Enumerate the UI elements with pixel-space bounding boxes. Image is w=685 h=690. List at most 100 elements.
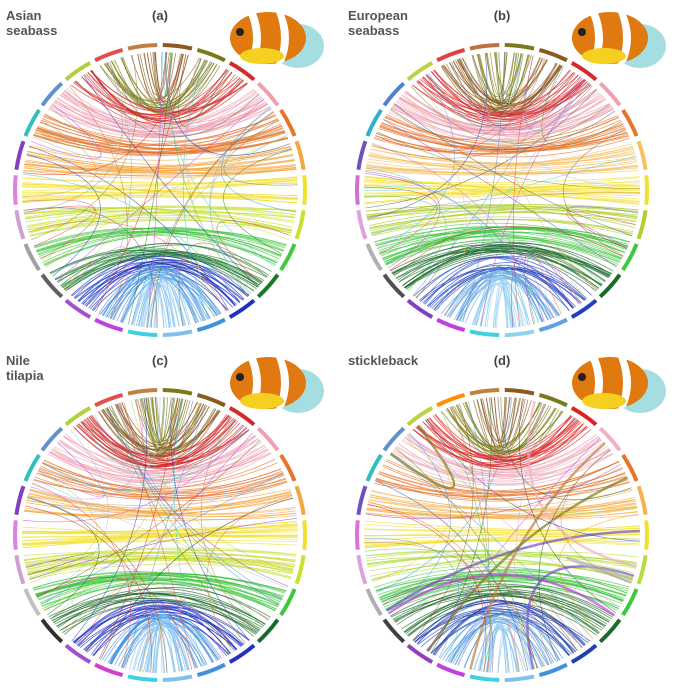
panel-label: (a): [152, 8, 168, 23]
chord: [57, 94, 260, 134]
chord: [28, 491, 292, 509]
chord: [43, 233, 284, 265]
chromosome-segment: [636, 140, 648, 171]
chord: [24, 207, 292, 232]
chord: [170, 397, 250, 641]
fish-icon: [230, 12, 324, 68]
chord: [415, 257, 570, 311]
chromosome-segment: [504, 329, 535, 337]
chord: [197, 225, 289, 318]
chord: [50, 402, 200, 619]
chord: [88, 416, 245, 469]
chord: [387, 573, 616, 617]
chord: [430, 71, 587, 115]
chromosome-segment: [382, 81, 406, 107]
chromosome-segment: [436, 392, 466, 408]
chord: [120, 57, 209, 105]
chromosome-segment: [365, 108, 383, 137]
chord: [558, 513, 639, 633]
chord: [480, 282, 520, 328]
chord: [484, 273, 514, 328]
chord: [392, 588, 611, 622]
chord: [50, 583, 270, 621]
chord: [50, 592, 260, 632]
chord: [451, 61, 582, 130]
chord: [378, 568, 629, 598]
chord: [486, 52, 508, 96]
chord: [456, 268, 540, 324]
chord: [162, 52, 276, 267]
chord: [27, 496, 168, 673]
chord: [366, 206, 639, 218]
chord: [513, 55, 534, 327]
chord: [27, 488, 291, 506]
chromosome-segment: [382, 618, 406, 644]
chord: [45, 233, 108, 290]
chord: [472, 53, 522, 98]
chord: [145, 397, 166, 452]
chord: [58, 440, 269, 482]
chromosome-segment: [294, 209, 306, 240]
chord: [24, 206, 296, 218]
species-name: European: [348, 8, 408, 23]
chord: [524, 55, 590, 131]
chord: [26, 154, 101, 277]
chord: [148, 397, 172, 444]
chord: [149, 614, 190, 673]
chord: [35, 127, 284, 152]
chord: [106, 407, 280, 605]
chord: [370, 218, 633, 237]
chord: [488, 620, 510, 673]
chord: [393, 104, 612, 142]
chord: [425, 419, 580, 467]
chord: [139, 52, 170, 100]
chord: [462, 52, 505, 323]
chord: [404, 595, 600, 634]
chord: [404, 251, 610, 289]
chord: [366, 150, 635, 171]
chord: [83, 75, 259, 288]
chord: [116, 403, 217, 454]
fish-icon: [572, 12, 666, 68]
chord: [406, 403, 545, 479]
chromosome-segment: [256, 273, 280, 299]
chord: [27, 478, 96, 513]
chord: [74, 599, 243, 647]
chromosome-segment: [23, 243, 41, 272]
chord: [172, 398, 194, 468]
chord: [420, 257, 573, 309]
chord: [566, 211, 636, 250]
chord: [23, 62, 123, 214]
chord: [366, 502, 637, 517]
chromosome-segment: [196, 47, 226, 63]
chromosome-segment: [365, 453, 383, 482]
chord: [31, 483, 288, 589]
chromosome-segment: [504, 43, 535, 51]
chord: [426, 603, 586, 651]
chord: [137, 52, 168, 105]
chord: [513, 403, 546, 673]
chord: [392, 445, 608, 482]
chord: [489, 614, 533, 673]
chord: [389, 54, 531, 140]
chord: [364, 192, 640, 203]
chord: [367, 210, 636, 226]
chord: [381, 580, 494, 673]
chord: [84, 419, 237, 468]
chromosome-segment: [40, 618, 64, 644]
chord: [106, 407, 289, 587]
chromosome-segment: [365, 588, 383, 617]
chord: [24, 548, 297, 562]
chord: [367, 503, 487, 672]
chord: [398, 249, 612, 283]
chord: [364, 172, 545, 322]
chord: [562, 128, 626, 256]
chord: [392, 250, 597, 292]
chord: [142, 270, 190, 328]
chromosome-segment: [23, 108, 41, 137]
species-name: tilapia: [6, 368, 44, 383]
chord: [375, 472, 626, 502]
chord: [143, 52, 184, 106]
chromosome-segment: [504, 388, 535, 396]
